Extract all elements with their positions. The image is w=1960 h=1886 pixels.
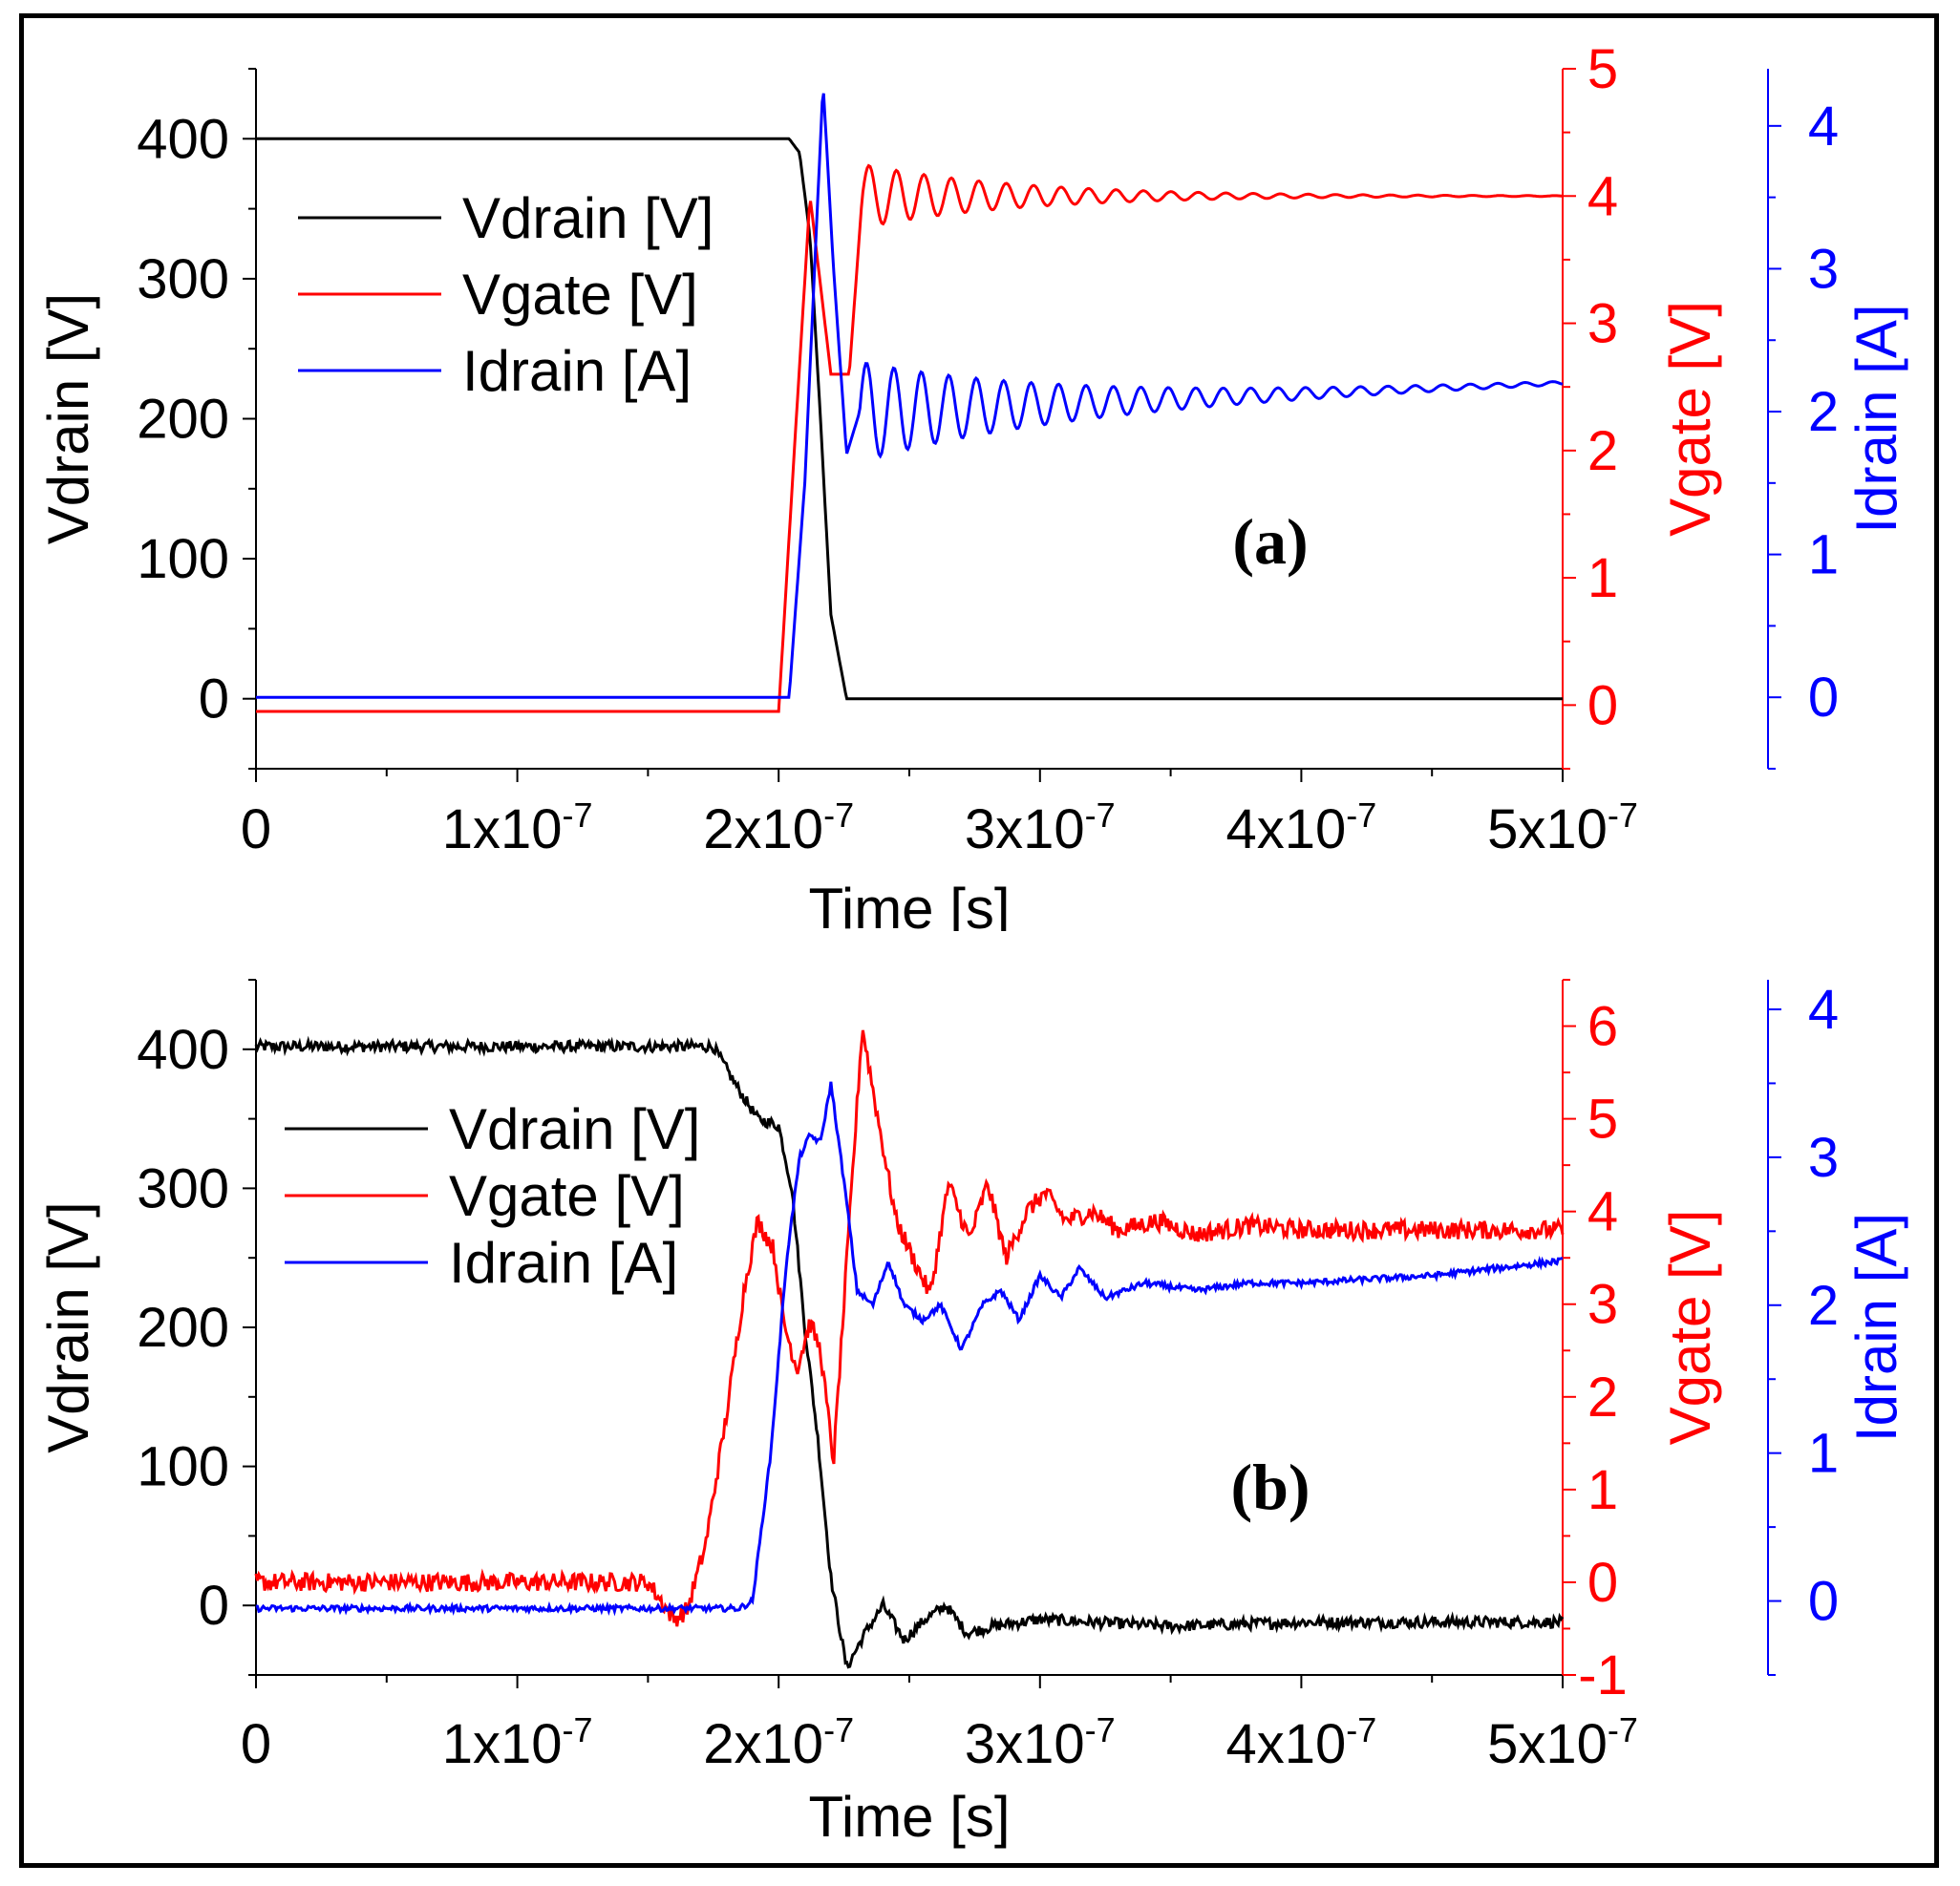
vgate-tick-label: 5 xyxy=(1587,1089,1618,1151)
idrain-tick-label: 3 xyxy=(1808,1127,1839,1189)
x-tick-base: 2x10 xyxy=(703,1713,823,1775)
idrain-tick-label: 4 xyxy=(1808,95,1839,158)
x-axis-title: Time [s] xyxy=(808,877,1010,931)
vgate-tick-label: -1 xyxy=(1578,1644,1628,1706)
legend-label: Vgate [V] xyxy=(449,1164,685,1228)
vgate-tick-label: 3 xyxy=(1587,293,1618,355)
panel-label: (b) xyxy=(1230,1451,1310,1523)
vgate-tick-label: 0 xyxy=(1587,674,1618,736)
vgate-tick-label: 1 xyxy=(1587,547,1618,609)
left-tick-label: 0 xyxy=(199,1575,229,1637)
left-tick-label: 100 xyxy=(137,528,229,590)
figure-frame xyxy=(19,13,1939,1868)
x-tick-label: 4x10-7 xyxy=(1226,1710,1377,1775)
left-tick-label: 200 xyxy=(137,1297,229,1359)
left-axis-title: Vdrain [V] xyxy=(36,1201,100,1452)
x-tick-base: 5x10 xyxy=(1487,798,1608,860)
x-tick-base: 4x10 xyxy=(1226,798,1347,860)
left-tick-label: 100 xyxy=(137,1436,229,1498)
x-tick-label: 0 xyxy=(241,798,271,860)
x-tick-label: 1x10-7 xyxy=(442,1710,593,1775)
x-tick-exponent: -7 xyxy=(1085,1710,1116,1749)
idrain-tick-label: 1 xyxy=(1808,524,1839,586)
vgate-tick-label: 2 xyxy=(1587,420,1618,482)
vgate-axis-title: Vgate [V] xyxy=(1658,301,1722,537)
x-tick-exponent: -7 xyxy=(823,1710,854,1749)
x-tick-label: 2x10-7 xyxy=(703,795,854,860)
vgate-tick-label: 1 xyxy=(1587,1459,1618,1521)
x-tick-label: 0 xyxy=(241,1713,271,1775)
x-tick-exponent: -7 xyxy=(1608,1710,1638,1749)
legend-label: Vgate [V] xyxy=(462,263,698,327)
x-tick-label: 3x10-7 xyxy=(965,1710,1116,1775)
left-tick-label: 400 xyxy=(137,108,229,170)
left-tick-label: 300 xyxy=(137,1157,229,1219)
x-tick-label: 5x10-7 xyxy=(1487,1710,1638,1775)
idrain-tick-label: 2 xyxy=(1808,1275,1839,1337)
idrain-tick-label: 0 xyxy=(1808,667,1839,729)
x-tick-base: 3x10 xyxy=(965,798,1085,860)
vgate-tick-label: 2 xyxy=(1587,1367,1618,1429)
x-tick-base: 0 xyxy=(241,798,271,860)
idrain-axis-title: Idrain [A] xyxy=(1844,304,1908,533)
left-axis-title: Vdrain [V] xyxy=(36,293,100,544)
idrain-axis-title: Idrain [A] xyxy=(1844,1213,1908,1442)
idrain-tick-label: 3 xyxy=(1808,238,1839,300)
x-tick-label: 1x10-7 xyxy=(442,795,593,860)
series-line-vdrain xyxy=(256,137,1563,701)
left-tick-label: 400 xyxy=(137,1019,229,1081)
vgate-tick-label: 6 xyxy=(1587,996,1618,1058)
x-tick-exponent: -7 xyxy=(562,1710,592,1749)
x-tick-exponent: -7 xyxy=(1085,795,1116,835)
left-tick-label: 200 xyxy=(137,389,229,451)
vgate-tick-label: 3 xyxy=(1587,1274,1618,1336)
x-tick-label: 4x10-7 xyxy=(1226,795,1377,860)
legend-label: Idrain [A] xyxy=(462,339,692,403)
series-line-idrain xyxy=(256,93,1564,699)
x-tick-base: 3x10 xyxy=(965,1713,1085,1775)
x-axis-title: Time [s] xyxy=(808,1785,1010,1849)
series-line-vgate xyxy=(254,1029,1565,1627)
x-tick-base: 0 xyxy=(241,1713,271,1775)
legend-label: Idrain [A] xyxy=(449,1231,678,1295)
panel-label: (a) xyxy=(1232,505,1308,578)
idrain-tick-label: 2 xyxy=(1808,381,1839,443)
x-tick-label: 2x10-7 xyxy=(703,1710,854,1775)
idrain-tick-label: 4 xyxy=(1808,979,1839,1041)
series-line-idrain xyxy=(255,1081,1564,1617)
vgate-tick-label: 0 xyxy=(1587,1552,1618,1614)
left-tick-label: 300 xyxy=(137,248,229,310)
legend-label: Vdrain [V] xyxy=(449,1097,700,1161)
x-tick-exponent: -7 xyxy=(562,795,592,835)
left-tick-label: 0 xyxy=(199,668,229,731)
x-tick-label: 3x10-7 xyxy=(965,795,1116,860)
idrain-tick-label: 0 xyxy=(1808,1571,1839,1633)
x-tick-base: 4x10 xyxy=(1226,1713,1347,1775)
x-tick-exponent: -7 xyxy=(823,795,854,835)
x-tick-base: 2x10 xyxy=(703,798,823,860)
series-line-vdrain xyxy=(254,1035,1565,1669)
vgate-tick-label: 4 xyxy=(1587,165,1618,227)
vgate-tick-label: 4 xyxy=(1587,1181,1618,1243)
idrain-tick-label: 1 xyxy=(1808,1423,1839,1485)
x-tick-exponent: -7 xyxy=(1608,795,1638,835)
legend-label: Vdrain [V] xyxy=(462,186,714,250)
vgate-tick-label: 5 xyxy=(1587,38,1618,100)
x-tick-label: 5x10-7 xyxy=(1487,795,1638,860)
x-tick-exponent: -7 xyxy=(1346,795,1376,835)
x-tick-base: 5x10 xyxy=(1487,1713,1608,1775)
x-tick-base: 1x10 xyxy=(442,1713,563,1775)
vgate-axis-title: Vgate [V] xyxy=(1658,1210,1722,1446)
x-tick-base: 1x10 xyxy=(442,798,563,860)
series-line-vgate xyxy=(256,163,1564,713)
x-tick-exponent: -7 xyxy=(1346,1710,1376,1749)
